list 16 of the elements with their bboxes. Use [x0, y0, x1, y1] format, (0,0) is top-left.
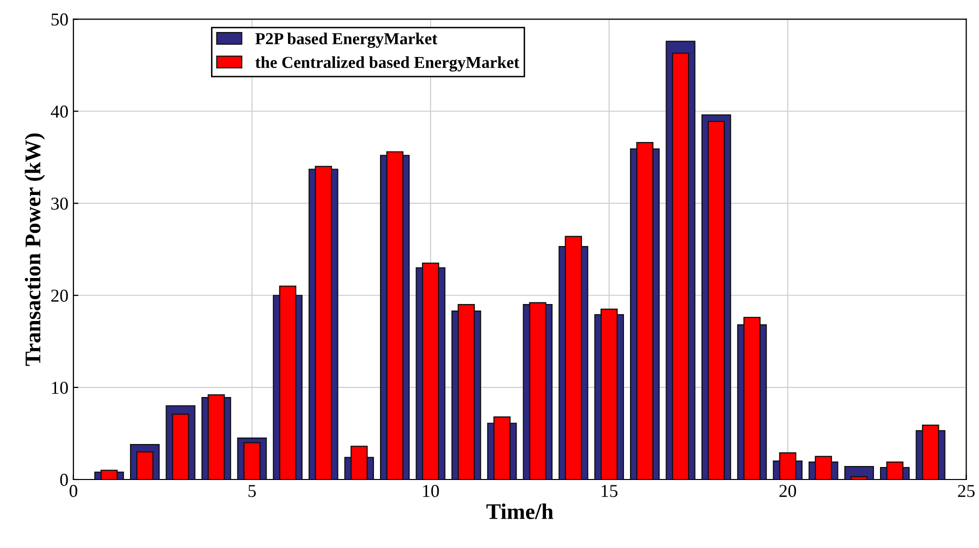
y-axis-title: Transaction Power (kW)	[24, 133, 45, 366]
x-tick-label: 25	[958, 484, 975, 498]
y-tick-label: 50	[52, 13, 68, 26]
legend-label: the Centralized based EnergyMarket	[255, 56, 520, 72]
x-tick-label: 15	[602, 484, 618, 498]
y-tick-label: 10	[52, 382, 68, 394]
legend-label: P2P based EnergyMarket	[255, 32, 438, 48]
x-tick-label: 0	[70, 484, 78, 498]
x-tick-label: 5	[248, 485, 256, 498]
y-tick-label: 20	[51, 290, 68, 302]
y-tick-label: 40	[50, 106, 68, 118]
x-tick-label: 10	[423, 484, 439, 498]
x-axis-title: Time/h	[486, 504, 554, 520]
y-tick-label: 0	[60, 474, 68, 486]
y-tick-label: 30	[51, 198, 68, 210]
x-tick-label: 20	[779, 484, 796, 498]
